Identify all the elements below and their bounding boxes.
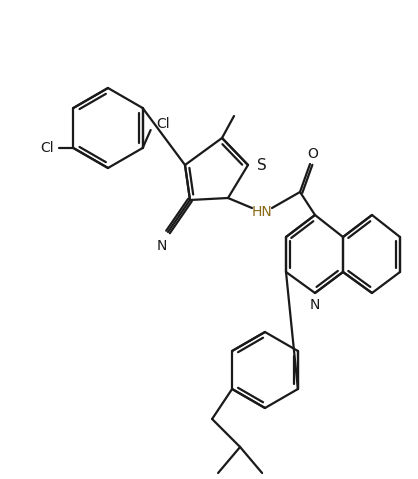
Text: HN: HN <box>252 205 273 219</box>
Text: O: O <box>308 147 319 161</box>
Text: Cl: Cl <box>156 117 169 131</box>
Text: N: N <box>157 239 167 253</box>
Text: S: S <box>257 158 267 172</box>
Text: Cl: Cl <box>41 141 54 155</box>
Text: N: N <box>310 298 320 312</box>
